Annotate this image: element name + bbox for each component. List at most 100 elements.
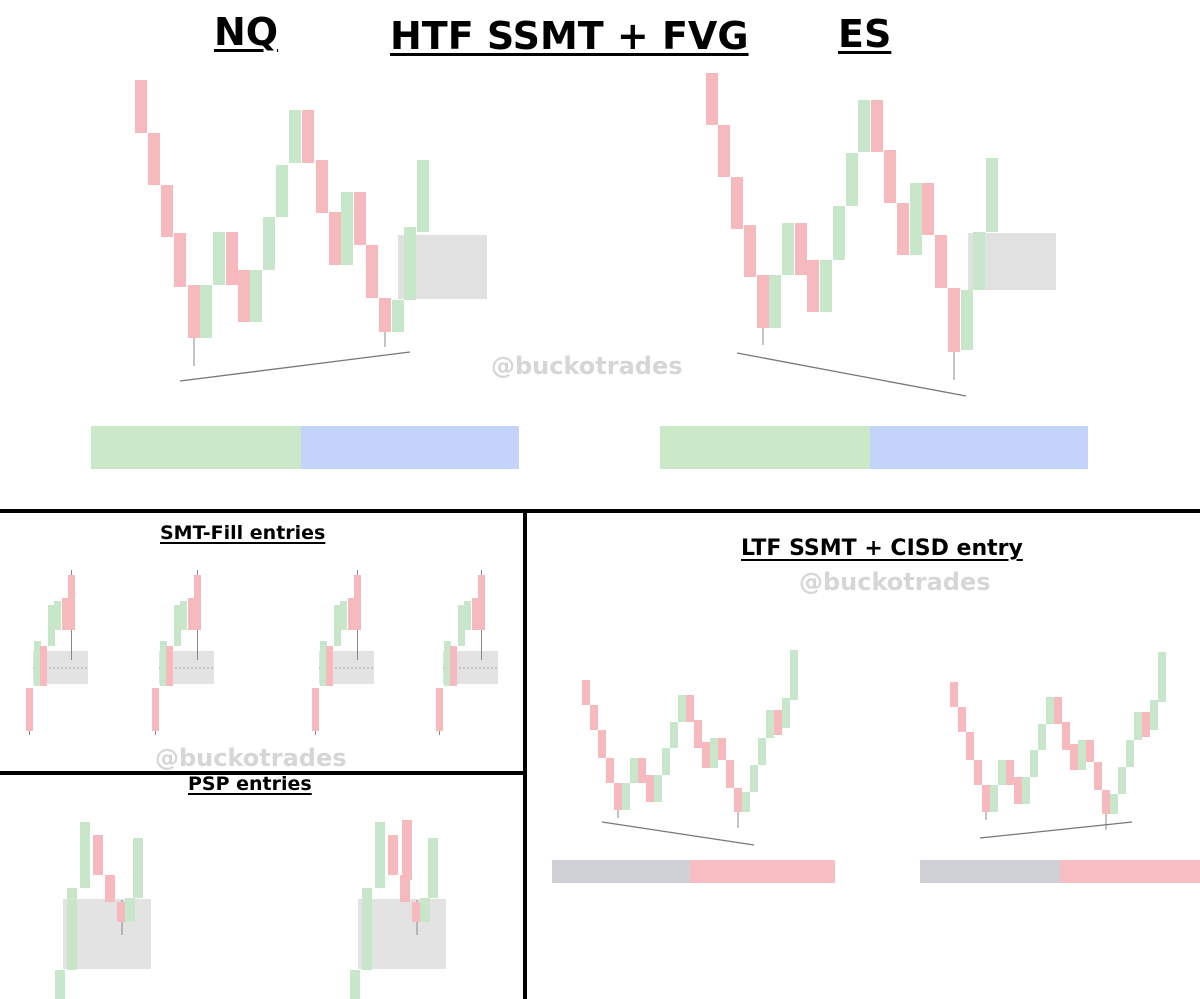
nq-smt-line	[179, 351, 411, 382]
bullish-candle	[180, 601, 187, 630]
bullish-candle	[458, 605, 465, 646]
watermark-top: @buckotrades	[491, 352, 683, 380]
bullish-candle	[1150, 700, 1158, 730]
bearish-candle	[706, 73, 718, 125]
bullish-candle	[350, 970, 360, 999]
bullish-candle	[1110, 794, 1118, 814]
nq-blue-bar	[301, 426, 519, 469]
bullish-candle	[444, 641, 451, 686]
bearish-candle	[638, 758, 646, 783]
ltf-left-gray-bar	[552, 860, 690, 883]
bearish-candle	[188, 598, 195, 630]
bullish-candle	[678, 695, 686, 722]
bearish-candle	[354, 575, 361, 630]
bullish-candle	[340, 601, 347, 630]
bullish-candle	[833, 206, 845, 260]
bullish-candle	[334, 605, 341, 646]
bullish-candle	[910, 183, 922, 255]
bullish-candle	[1022, 777, 1030, 804]
bearish-candle	[26, 688, 33, 731]
bullish-candle	[1134, 712, 1142, 740]
bullish-candle	[213, 232, 225, 285]
bearish-candle	[982, 785, 990, 812]
bearish-candle	[354, 192, 366, 245]
bearish-candle	[1014, 777, 1022, 804]
bearish-candle	[436, 688, 443, 731]
bullish-candle	[392, 300, 404, 332]
es-green-bar	[660, 426, 870, 469]
bullish-candle	[858, 100, 870, 152]
bearish-candle	[472, 598, 479, 630]
bullish-candle	[250, 270, 262, 322]
bearish-candle	[950, 682, 958, 707]
smt-fill-title: SMT-Fill entries	[160, 522, 326, 544]
bullish-candle	[766, 710, 774, 738]
bearish-candle	[966, 732, 974, 760]
bearish-candle	[974, 760, 982, 785]
bearish-candle	[152, 688, 159, 731]
bearish-candle	[238, 270, 250, 322]
bullish-candle	[769, 275, 781, 328]
bullish-candle	[710, 738, 718, 768]
bullish-candle	[1126, 740, 1134, 767]
bullish-candle	[289, 110, 301, 163]
bullish-candle	[630, 758, 638, 783]
bullish-candle	[362, 888, 372, 970]
bullish-candle	[1038, 724, 1046, 750]
nq-green-bar	[91, 426, 301, 469]
bullish-candle	[67, 888, 77, 970]
bearish-candle	[646, 775, 654, 802]
bullish-candle	[961, 290, 973, 350]
bullish-candle	[200, 285, 212, 338]
bearish-candle	[348, 598, 355, 630]
bearish-candle	[795, 223, 807, 275]
bullish-candle	[750, 765, 758, 792]
bearish-candle	[226, 232, 238, 285]
bullish-candle	[80, 822, 90, 888]
vertical-divider	[523, 509, 527, 999]
nq-label: NQ	[214, 10, 279, 54]
bearish-candle	[188, 285, 200, 338]
bullish-candle	[622, 783, 630, 810]
bullish-candle	[654, 775, 662, 802]
bullish-candle	[790, 650, 798, 700]
bearish-candle	[194, 575, 201, 630]
bullish-candle	[55, 970, 65, 999]
bullish-candle	[1158, 652, 1166, 702]
bullish-candle	[986, 158, 998, 232]
bullish-candle	[417, 160, 429, 232]
bearish-candle	[148, 133, 160, 185]
bearish-candle	[734, 788, 742, 812]
bearish-candle	[922, 183, 934, 235]
bullish-candle	[125, 898, 135, 922]
bullish-candle	[1046, 697, 1054, 724]
bearish-candle	[388, 835, 398, 875]
watermark-smt: @buckotrades	[155, 744, 347, 772]
bearish-candle	[702, 742, 710, 768]
bearish-candle	[582, 680, 590, 705]
bearish-candle	[1142, 712, 1150, 737]
bearish-candle	[402, 820, 412, 880]
bearish-candle	[1070, 744, 1078, 770]
bearish-candle	[871, 100, 883, 152]
bearish-candle	[694, 720, 702, 748]
bearish-candle	[302, 110, 314, 163]
bullish-candle	[160, 641, 167, 686]
bearish-candle	[450, 646, 457, 686]
bearish-candle	[379, 298, 391, 332]
bullish-candle	[973, 232, 985, 290]
bearish-candle	[412, 902, 422, 922]
bearish-candle	[1006, 760, 1014, 785]
bearish-candle	[774, 710, 782, 735]
bearish-candle	[166, 646, 173, 686]
bearish-candle	[598, 730, 606, 758]
bearish-candle	[62, 598, 69, 630]
bullish-candle	[1078, 740, 1086, 770]
bearish-candle	[884, 150, 896, 203]
bearish-candle	[897, 203, 909, 255]
es-smt-line	[736, 352, 967, 397]
bearish-candle	[1062, 722, 1070, 750]
bullish-candle	[174, 605, 181, 646]
bearish-candle	[93, 835, 103, 875]
bullish-candle	[404, 227, 416, 300]
